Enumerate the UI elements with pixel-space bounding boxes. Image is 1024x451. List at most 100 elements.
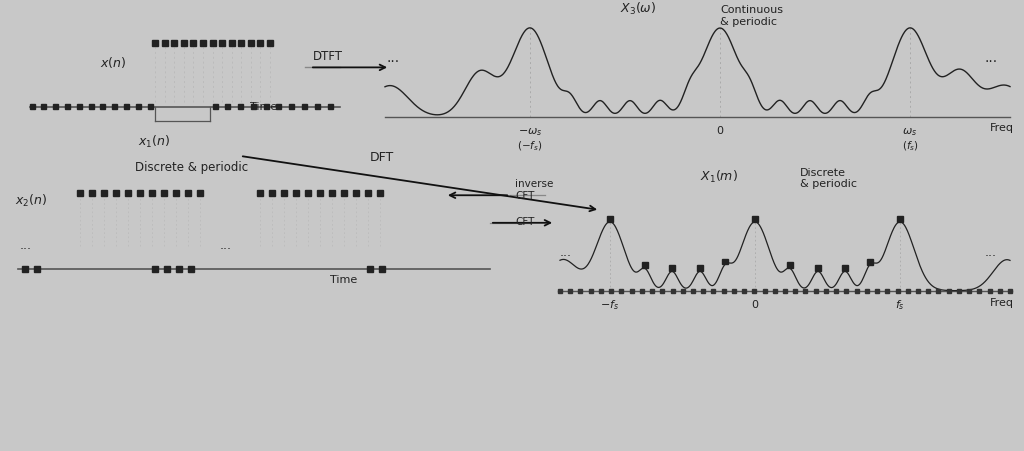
Text: $-\omega_s$: $-\omega_s$ [518, 126, 543, 138]
Bar [804, 289, 808, 293]
Bar [650, 289, 654, 293]
Text: ...: ... [985, 246, 997, 259]
Bar [30, 104, 35, 109]
Bar [1008, 289, 1012, 293]
Bar [732, 289, 736, 293]
Bar [213, 104, 217, 109]
Bar [276, 104, 282, 109]
Bar [568, 289, 572, 293]
Bar [701, 289, 706, 293]
Bar [783, 289, 787, 293]
Bar [997, 289, 1001, 293]
Bar [722, 289, 726, 293]
Bar [228, 40, 234, 46]
Bar [987, 289, 991, 293]
Text: ...: ... [20, 239, 32, 253]
Bar [185, 190, 191, 196]
Bar [977, 289, 981, 293]
Bar [876, 289, 879, 293]
Bar [897, 216, 903, 222]
Text: Time: Time [250, 101, 278, 112]
Bar [752, 216, 758, 222]
Bar [867, 259, 873, 265]
Bar [328, 104, 333, 109]
Text: $0$: $0$ [751, 299, 759, 310]
Bar [257, 190, 263, 196]
Bar [302, 104, 307, 109]
Bar [112, 104, 117, 109]
Bar [152, 266, 158, 272]
Bar [41, 104, 46, 109]
Bar [248, 40, 254, 46]
Bar [257, 40, 263, 46]
Bar [845, 289, 848, 293]
Text: & periodic: & periodic [800, 179, 857, 189]
Bar [293, 190, 299, 196]
Bar [251, 104, 256, 109]
Text: $x_1(n)$: $x_1(n)$ [138, 134, 170, 150]
Bar [162, 40, 168, 46]
Bar [607, 216, 613, 222]
Text: ...: ... [220, 239, 232, 253]
Bar [65, 104, 70, 109]
Bar [173, 190, 179, 196]
Bar [697, 266, 703, 272]
Bar [671, 289, 675, 293]
Text: DTFT: DTFT [313, 51, 343, 64]
Bar [609, 289, 613, 293]
Text: ...: ... [560, 246, 572, 259]
Bar [787, 262, 793, 268]
Text: Time: Time [330, 275, 357, 285]
Bar [753, 289, 757, 293]
Bar [712, 289, 716, 293]
Bar [281, 190, 287, 196]
Bar [329, 190, 335, 196]
Text: $(f_s)$: $(f_s)$ [901, 139, 919, 153]
Bar [161, 190, 167, 196]
Bar [171, 40, 177, 46]
Bar [842, 266, 848, 272]
Bar [88, 104, 93, 109]
Text: DFT: DFT [370, 151, 394, 164]
Bar [150, 190, 155, 196]
Bar [630, 289, 634, 293]
Bar [267, 40, 273, 46]
Bar [238, 104, 243, 109]
Bar [219, 40, 225, 46]
Bar [263, 104, 268, 109]
Bar [379, 266, 385, 272]
Text: ...: ... [985, 51, 998, 65]
Bar [34, 266, 40, 272]
Text: CFT: CFT [515, 217, 535, 227]
Bar [946, 289, 950, 293]
Text: inverse: inverse [515, 179, 553, 189]
Text: $(-f_s)$: $(-f_s)$ [517, 139, 543, 153]
Bar [967, 289, 971, 293]
Text: $-f_s$: $-f_s$ [600, 299, 620, 312]
Bar [125, 190, 131, 196]
Bar [317, 190, 323, 196]
Bar [815, 266, 821, 272]
Text: $f_s$: $f_s$ [895, 299, 905, 312]
Bar [289, 104, 294, 109]
Text: Continuous: Continuous [720, 5, 783, 15]
Bar [341, 190, 347, 196]
Bar [22, 266, 28, 272]
Bar [53, 104, 58, 109]
Bar [824, 289, 828, 293]
Bar [814, 289, 818, 293]
Bar [599, 289, 603, 293]
Bar [865, 289, 868, 293]
Bar [365, 190, 371, 196]
Bar [835, 289, 838, 293]
Bar [367, 266, 373, 272]
Bar [197, 190, 203, 196]
Bar [956, 289, 961, 293]
Bar [353, 190, 359, 196]
Bar [181, 40, 186, 46]
Bar [642, 262, 648, 268]
Text: Discrete: Discrete [800, 168, 846, 178]
Bar [188, 266, 194, 272]
Bar [579, 289, 583, 293]
Bar [620, 289, 624, 293]
